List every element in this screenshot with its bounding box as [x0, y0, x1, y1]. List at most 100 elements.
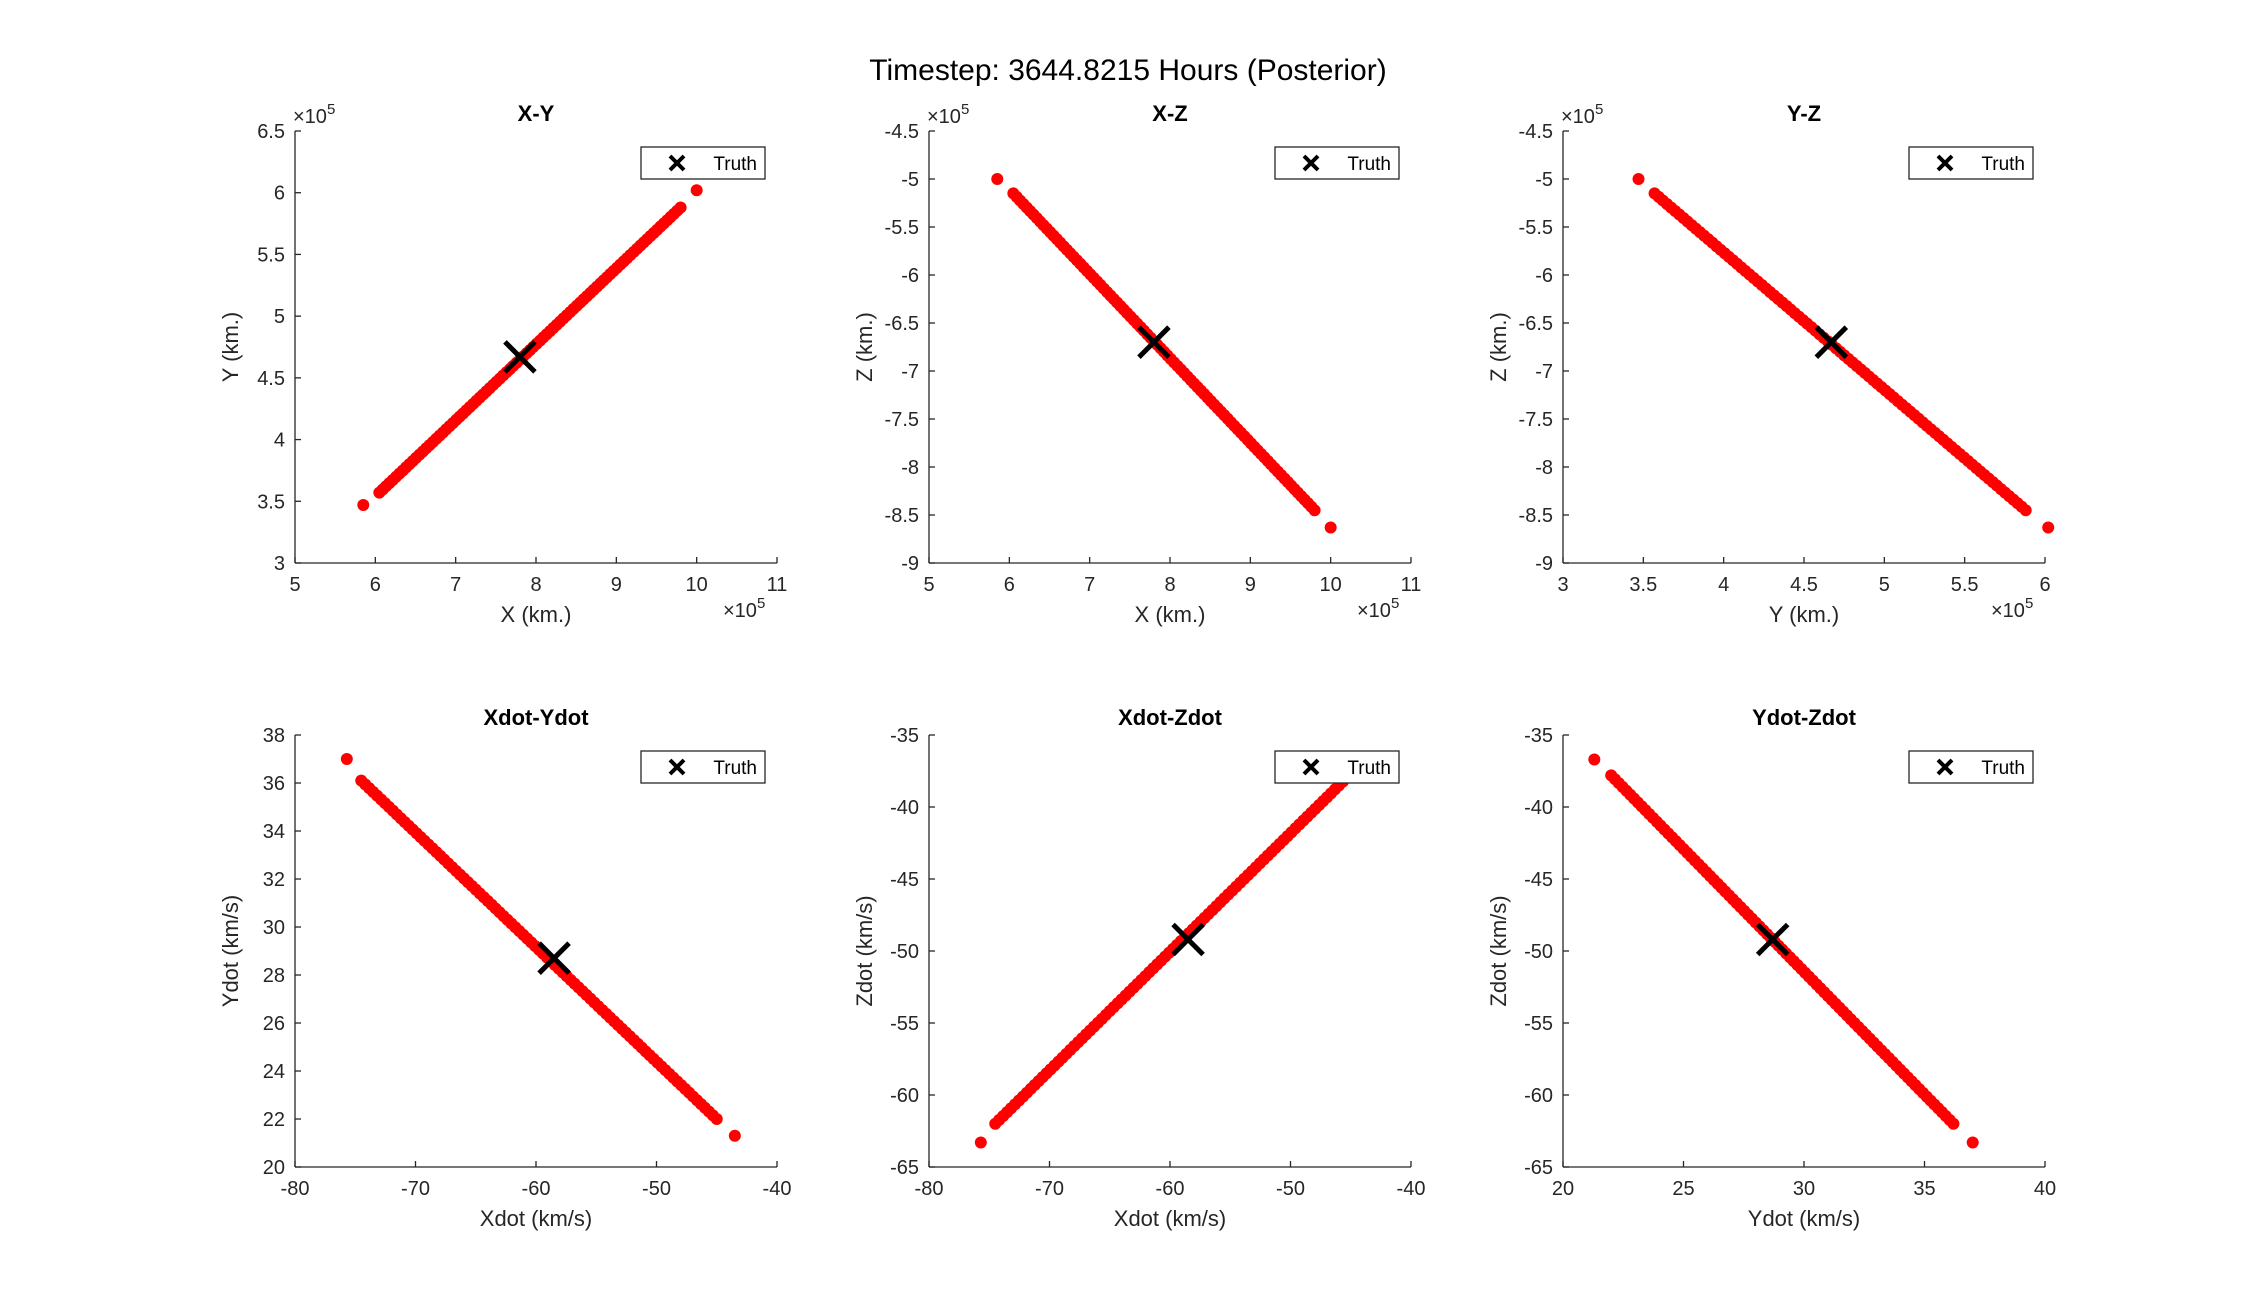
y-tick-label: 5 — [274, 306, 285, 328]
panel-xdot-zdot: -80 -70 -60 -50 -40 -65 -60 -55 -50 -45 -40 -35 Xdot… — [852, 705, 1425, 1231]
truth-marker-stroke — [1755, 922, 1790, 957]
x-tick-label: 11 — [767, 574, 788, 596]
panel-title: Ydot-Zdot — [1752, 705, 1857, 730]
x-tick-label: 5 — [923, 574, 934, 596]
x-axis-label: Xdot (km/s) — [1114, 1206, 1226, 1231]
sample-points — [1632, 173, 2055, 534]
truth-marker-stroke — [537, 941, 571, 975]
x-tick-label: 8 — [1164, 574, 1175, 596]
x-axis-label: Ydot (km/s) — [1748, 1206, 1860, 1231]
y-tick-label: 6 — [274, 183, 285, 205]
y-exponent-base: ×10 — [293, 106, 327, 128]
y-tick-label: -4.5 — [885, 121, 919, 143]
y-tick-label: -35 — [1524, 725, 1553, 747]
truth-marker-stroke — [503, 340, 537, 374]
x-tick-label: 11 — [1401, 574, 1422, 596]
y-axis-label: Zdot (km/s) — [852, 895, 877, 1006]
x-tick-label: 7 — [1084, 574, 1095, 596]
y-tick-label: 4 — [274, 430, 285, 452]
x-exponent-base: ×10 — [1991, 600, 2025, 622]
legend-marker-stroke — [1936, 758, 1954, 776]
y-axis-label: Ydot (km/s) — [218, 895, 243, 1007]
y-tick-label: -65 — [890, 1157, 919, 1179]
x-tick-label: -80 — [281, 1178, 310, 1200]
legend-box — [1274, 146, 1400, 180]
y-tick-label: 3.5 — [257, 491, 285, 513]
y-tick-label: -6.5 — [1519, 313, 1553, 335]
x-tick-label: 40 — [2034, 1178, 2056, 1200]
y-exponent-power: 5 — [327, 101, 335, 118]
y-tick-label: -8 — [1535, 457, 1553, 479]
y-tick-label: -5 — [901, 169, 919, 191]
y-tick-label: -6.5 — [885, 313, 919, 335]
x-exponent-power: 5 — [2025, 595, 2033, 612]
x-axis-label: Xdot (km/s) — [480, 1206, 592, 1231]
y-tick-label: -55 — [890, 1013, 919, 1035]
x-tick-label: 4 — [1718, 574, 1729, 596]
y-exponent-base: ×10 — [1561, 106, 1595, 128]
x-axis-label: Y (km.) — [1769, 602, 1839, 627]
y-tick-label: 28 — [263, 965, 285, 987]
truth-marker-stroke — [1137, 325, 1171, 359]
panel-xdot-ydot: -80 -70 -60 -50 -40 20 22 24 26 28 30 32 34 36 38 Xdot-… — [218, 705, 791, 1231]
panel-x-z: 5 6 7 8 9 10 11 -9 -8.5 -8 -7.5 -7 -6.5 -6 -5.5 -5 -4.5 X… — [852, 101, 1421, 627]
sample-point — [1966, 1136, 1979, 1149]
y-tick-label: -7.5 — [1519, 409, 1553, 431]
y-tick-label: -65 — [1524, 1157, 1553, 1179]
x-tick-label: 6 — [2039, 574, 2050, 596]
legend-label: Truth — [1347, 758, 1391, 779]
y-tick-label: -5 — [1535, 169, 1553, 191]
x-exponent-base: ×10 — [723, 600, 757, 622]
y-axis-label: Z (km.) — [1486, 312, 1511, 382]
panel-x-y: 5 6 7 8 9 10 11 3 3.5 4 4.5 5 5.5 6 6.5 X-Y X (km.) Y (km… — [218, 101, 787, 627]
y-tick-label: -55 — [1524, 1013, 1553, 1035]
x-tick-label: 6 — [370, 574, 381, 596]
truth-marker — [1755, 922, 1790, 957]
y-tick-label: -9 — [901, 553, 919, 575]
legend-marker-stroke — [668, 154, 686, 172]
y-exponent-power: 5 — [961, 101, 969, 118]
x-tick-label: 6 — [1004, 574, 1015, 596]
legend: Truth — [640, 146, 766, 180]
panel-y-z: 3 3.5 4 4.5 5 5.5 6 -9 -8.5 -8 -7.5 -7 -6.5 -6 -5.5 -5 -… — [1486, 101, 2055, 627]
x-tick-label: 5.5 — [1951, 574, 1979, 596]
x-tick-label: 35 — [1913, 1178, 1935, 1200]
y-tick-label: -60 — [1524, 1085, 1553, 1107]
x-exponent-power: 5 — [1391, 595, 1399, 612]
legend-box — [640, 750, 766, 784]
y-exponent-label: ×105 — [293, 101, 335, 128]
x-tick-label: 3 — [1557, 574, 1568, 596]
legend-box — [1908, 146, 2034, 180]
sample-point — [1324, 521, 1337, 534]
x-exponent-power: 5 — [757, 595, 765, 612]
sample-point — [340, 753, 353, 765]
y-axis-label: Y (km.) — [218, 312, 243, 382]
sample-points — [974, 767, 1357, 1149]
x-tick-label: 20 — [1552, 1178, 1574, 1200]
y-exponent-label: ×105 — [927, 101, 969, 128]
sample-point — [2019, 504, 2032, 517]
x-tick-label: 9 — [611, 574, 622, 596]
truth-marker-stroke — [1171, 922, 1205, 957]
y-exponent-label: ×105 — [1561, 101, 1603, 128]
y-axis-label: Zdot (km/s) — [1486, 895, 1511, 1006]
y-exponent-power: 5 — [1595, 101, 1603, 118]
x-tick-label: 10 — [1320, 574, 1342, 596]
legend-label: Truth — [713, 758, 757, 779]
x-tick-label: 5 — [1879, 574, 1890, 596]
truth-marker-stroke — [1814, 325, 1849, 359]
panel-title: X-Z — [1152, 101, 1187, 126]
y-tick-label: 6.5 — [257, 121, 285, 143]
x-tick-label: 25 — [1672, 1178, 1694, 1200]
x-tick-label: -40 — [1397, 1178, 1426, 1200]
legend: Truth — [1274, 750, 1400, 784]
sample-points — [991, 173, 1337, 534]
x-tick-label: 30 — [1793, 1178, 1815, 1200]
y-tick-label: -4.5 — [1519, 121, 1553, 143]
x-exponent-label: ×105 — [1991, 595, 2033, 622]
x-tick-label: 9 — [1245, 574, 1256, 596]
sample-point — [710, 1113, 723, 1125]
sample-point — [1308, 504, 1321, 517]
x-tick-label: 8 — [530, 574, 541, 596]
